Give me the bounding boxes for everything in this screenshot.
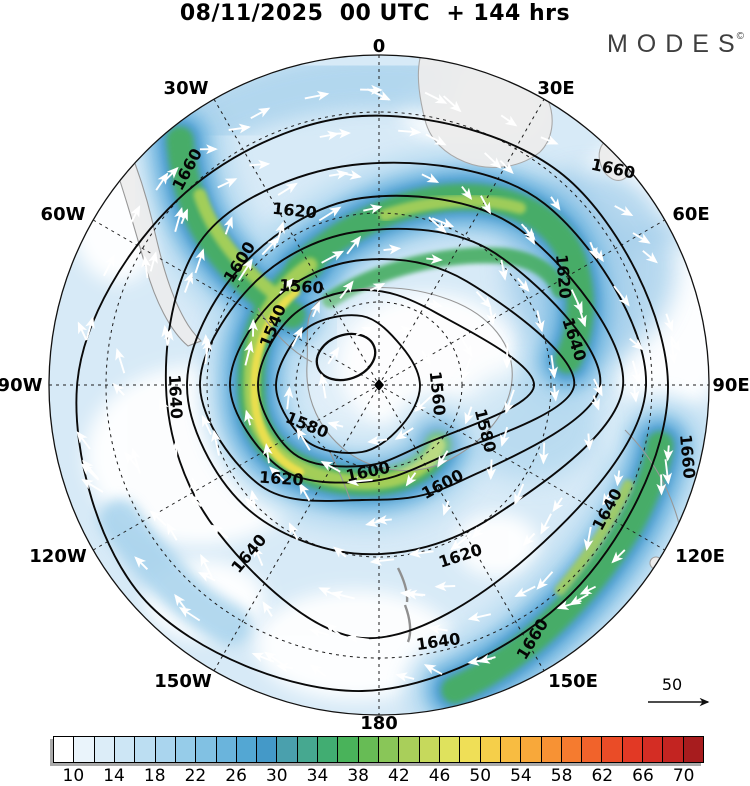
colorbar-cell — [582, 737, 602, 762]
colorbar-cell — [542, 737, 562, 762]
colorbar-cell — [602, 737, 622, 762]
longitude-label: 150E — [548, 671, 598, 692]
colorbar-cell — [156, 737, 176, 762]
colorbar-cell — [460, 737, 480, 762]
longitude-label: 60W — [41, 204, 86, 225]
colorbar-tick: 42 — [388, 766, 410, 786]
longitude-label: 120E — [675, 546, 725, 567]
colorbar-tick: 70 — [673, 766, 695, 786]
colorbar-cell — [176, 737, 196, 762]
colorbar-tick: 34 — [307, 766, 329, 786]
colorbar-cell — [196, 737, 216, 762]
colorbar-cell — [420, 737, 440, 762]
longitude-label: 30E — [537, 78, 574, 99]
colorbar-cell — [623, 737, 643, 762]
colorbar-cell — [135, 737, 155, 762]
colorbar-cell — [95, 737, 115, 762]
colorbar-tick: 46 — [429, 766, 451, 786]
colorbar-tick: 38 — [347, 766, 369, 786]
longitude-label: 90W — [0, 375, 43, 396]
longitude-label: 30W — [164, 78, 209, 99]
colorbar-tick: 22 — [185, 766, 207, 786]
colorbar-tick: 50 — [469, 766, 491, 786]
colorbar-cell — [277, 737, 297, 762]
colorbar-cell — [684, 737, 703, 762]
colorbar-tick: 18 — [144, 766, 166, 786]
colorbar-cell — [481, 737, 501, 762]
colorbar-cell — [643, 737, 663, 762]
colorbar-cell — [318, 737, 338, 762]
colorbar-cell — [521, 737, 541, 762]
colorbar-cell — [379, 737, 399, 762]
map-interior — [49, 55, 730, 715]
colorbar-cell — [257, 737, 277, 762]
colorbar-cell — [440, 737, 460, 762]
colorbar-cell — [501, 737, 521, 762]
colorbar-tick: 26 — [225, 766, 247, 786]
longitude-label: 150W — [154, 671, 212, 692]
colorbar-tick: 30 — [266, 766, 288, 786]
longitude-label: 90E — [712, 375, 749, 396]
colorbar-tick: 66 — [632, 766, 654, 786]
colorbar-cell — [562, 737, 582, 762]
wind-reference-label: 50 — [662, 675, 682, 694]
contour-label: 1560 — [279, 275, 325, 297]
colorbar-tick: 10 — [63, 766, 85, 786]
colorbar-tick: 14 — [103, 766, 125, 786]
colorbar-cell — [115, 737, 135, 762]
colorbar-tick: 54 — [510, 766, 532, 786]
colorbar-tick: 62 — [591, 766, 613, 786]
colorbar-cell — [74, 737, 94, 762]
colorbar-cell — [359, 737, 379, 762]
longitude-label: 0 — [373, 36, 386, 57]
longitude-label: 60E — [672, 204, 709, 225]
colorbar-cell — [237, 737, 257, 762]
contour-label: 1660 — [676, 434, 699, 480]
colorbar-cell — [298, 737, 318, 762]
contour-label: 1620 — [552, 254, 575, 300]
longitude-label: 120W — [29, 546, 87, 567]
colorbar-cell — [399, 737, 419, 762]
contour-label: 1620 — [259, 467, 305, 489]
colorbar — [53, 736, 704, 763]
contour-label: 1640 — [165, 374, 186, 419]
colorbar-cell — [54, 737, 74, 762]
colorbar-tick: 58 — [551, 766, 573, 786]
colorbar-cell — [338, 737, 358, 762]
longitude-label: 180 — [360, 713, 398, 734]
colorbar-cell — [217, 737, 237, 762]
colorbar-cell — [663, 737, 683, 762]
